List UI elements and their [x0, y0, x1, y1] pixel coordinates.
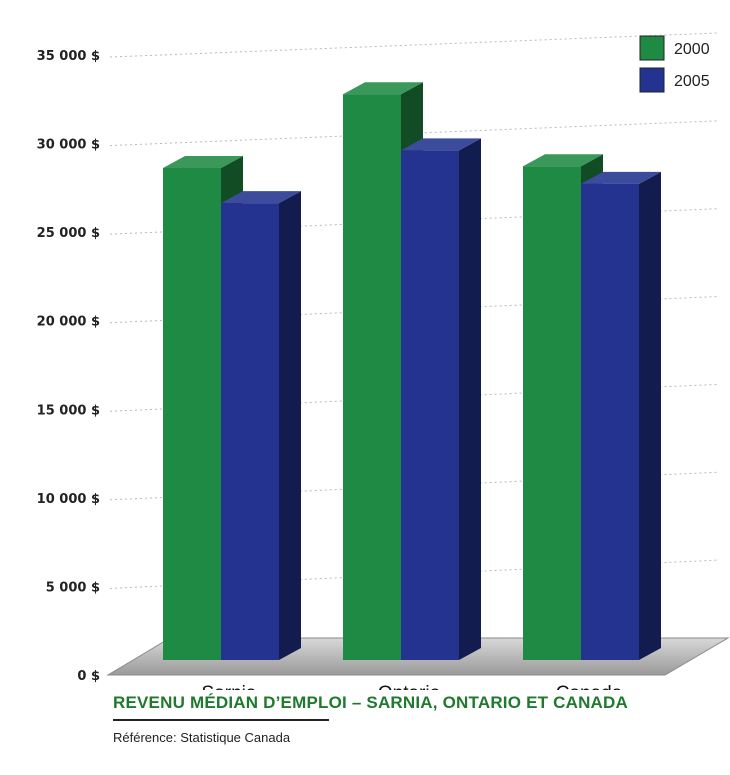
legend-label: 2005 [674, 73, 710, 90]
legend-label: 2000 [674, 41, 710, 58]
bar-front [221, 203, 279, 660]
gridline [109, 120, 718, 147]
bar-side [639, 171, 661, 661]
bar-ontario-2005 [401, 138, 481, 660]
y-tick-label: 20 000 $ [37, 315, 100, 330]
bar-front [163, 168, 221, 660]
legend-swatch [639, 67, 665, 93]
x-axis-labels: Sarnia Ontario Canada [202, 683, 623, 690]
y-tick-label: 10 000 $ [37, 492, 100, 507]
y-tick-label: 35 000 $ [37, 49, 100, 64]
bar-side [279, 191, 301, 660]
y-tick-label: 0 $ [77, 669, 100, 684]
bar-front [401, 150, 459, 660]
y-tick-label: 15 000 $ [37, 403, 100, 418]
bars [163, 82, 661, 661]
y-tick-label: 25 000 $ [37, 226, 100, 241]
x-category-label: Sarnia [202, 683, 257, 690]
y-axis-ticks: 0 $ 5 000 $ 10 000 $ 15 000 $ 20 000 $ 25 000… [37, 49, 100, 684]
x-category-label: Canada [556, 683, 623, 690]
legend-swatch [639, 35, 665, 61]
bar-front [581, 183, 639, 661]
bar-top [523, 154, 603, 167]
x-category-label: Ontario [378, 683, 440, 690]
bar-sarnia-2005 [221, 191, 301, 660]
bar-top [581, 171, 661, 184]
y-tick-label: 30 000 $ [37, 138, 100, 153]
bar-top [343, 82, 423, 95]
bar-top [401, 138, 481, 151]
source-note: Référence: Statistique Canada [113, 730, 291, 745]
bar-front [523, 166, 581, 660]
bar-canada-2005 [581, 171, 661, 661]
gridline [109, 32, 718, 58]
bar-chart: 0 $ 5 000 $ 10 000 $ 15 000 $ 20 000 $ 25 000… [37, 32, 730, 690]
bar-top [221, 191, 301, 204]
bar-top [163, 156, 243, 168]
y-tick-label: 5 000 $ [46, 580, 100, 595]
bar-side [459, 138, 481, 660]
chart-title: REVENU MÉDIAN D’EMPLOI – SARNIA, ONTARIO… [113, 693, 628, 712]
legend: 2000 2005 [639, 35, 710, 93]
title-underline [113, 719, 329, 721]
bar-front [343, 94, 401, 660]
